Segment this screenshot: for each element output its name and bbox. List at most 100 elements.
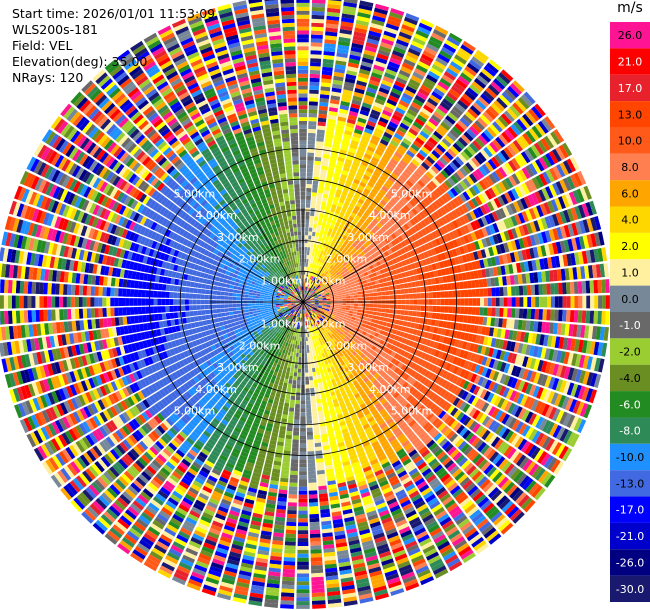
gate-cell [317,125,326,131]
gate-cell [545,438,555,452]
gate-cell [328,236,334,242]
gate-cell [432,299,437,305]
gate-cell [308,478,317,483]
gate-cell [315,311,319,315]
gate-cell [336,218,342,224]
gate-cell [410,75,423,84]
gate-cell [318,253,323,259]
gate-cell [516,137,527,150]
gate-cell [309,521,320,527]
gate-cell [326,248,331,254]
gate-cell [355,327,360,332]
gate-cell [384,353,390,360]
gate-cell [342,333,347,338]
gate-cell [541,403,550,417]
gate-cell [412,341,418,349]
gate-cell [436,306,441,313]
gate-cell [483,446,493,458]
gate-cell [316,265,320,270]
gate-cell [534,467,546,481]
gate-cell [327,198,333,204]
gate-cell [421,107,432,117]
gate-cell [304,333,306,338]
gate-cell [368,214,375,221]
gate-cell [436,159,446,169]
gate-cell [306,299,311,302]
gate-cell [354,342,359,348]
gate-cell [305,203,311,208]
gate-cell [439,261,445,269]
gate-cell [410,370,417,378]
gate-cell [429,256,435,264]
gate-cell [354,87,365,95]
gate-cell [382,153,391,161]
gate-cell [313,426,320,432]
gate-cell [539,296,543,308]
gate-cell [319,386,324,391]
gate-cell [317,249,322,254]
gate-cell [531,161,542,174]
gate-cell [312,293,317,296]
gate-cell [308,287,311,292]
gate-cell [350,281,355,285]
gate-cell [316,466,325,471]
gate-cell [550,283,555,295]
gate-cell [304,356,308,361]
gate-cell [417,191,426,200]
gate-cell [379,188,387,196]
gate-cell [559,380,567,393]
gate-cell [531,414,541,427]
gate-cell [403,373,410,381]
gate-cell [410,101,422,111]
gate-cell [486,201,495,212]
gate-cell [405,13,420,22]
gate-cell [339,268,344,274]
gate-cell [486,278,492,287]
gate-cell [507,432,518,444]
gate-cell [481,238,488,248]
gate-cell [308,470,316,476]
gate-cell [404,310,409,316]
gate-cell [346,333,352,338]
gate-cell [306,344,309,350]
gate-cell [310,50,322,55]
gate-cell [330,187,337,193]
gate-cell [390,239,397,247]
gate-cell [383,30,397,39]
gate-cell [424,370,431,378]
gate-cell [370,22,384,30]
gate-cell [534,123,546,137]
gate-cell [387,318,392,323]
gate-cell [572,267,578,280]
gate-cell [463,360,470,370]
gate-cell [321,254,325,260]
gate-cell [442,98,454,108]
gate-cell [459,427,468,437]
gate-cell [381,135,391,143]
gate-cell [503,110,515,123]
gate-cell [567,223,575,237]
gate-cell [491,185,500,197]
gate-cell [300,396,306,401]
gate-cell [324,247,329,253]
gate-cell [430,373,438,382]
gate-cell [305,376,309,381]
gate-cell [538,418,548,431]
gate-cell [290,470,298,476]
gate-cell [488,105,500,117]
gate-cell [464,201,473,212]
gate-cell [306,419,313,424]
gate-cell [475,99,487,110]
gate-cell [360,61,373,68]
gate-cell [309,215,314,220]
gate-cell [286,521,297,527]
gate-cell [351,274,357,279]
gate-cell [459,193,467,203]
gate-cell [331,266,336,271]
gate-cell [413,170,422,179]
gate-cell [507,297,512,307]
gate-cell [297,549,309,554]
gate-cell [521,273,527,284]
gate-cell [427,97,439,107]
gate-cell [309,517,320,523]
